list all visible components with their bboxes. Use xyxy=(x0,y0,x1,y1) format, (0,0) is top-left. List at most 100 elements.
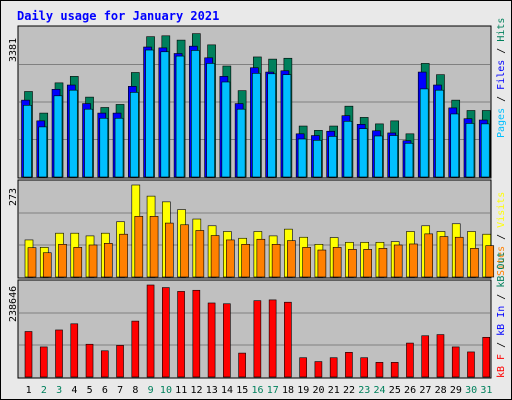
bar-kbf-day-18 xyxy=(284,301,292,378)
chart-title: Daily usage for January 2021 xyxy=(17,9,219,23)
bar-sites-day-24 xyxy=(378,248,388,278)
bar-kbf-day-4 xyxy=(70,323,79,378)
bar-sites-day-27 xyxy=(424,233,434,278)
bar-sites-day-8 xyxy=(134,216,144,278)
x-tick-label-day-19: 19 xyxy=(297,385,309,396)
x-tick-label-day-18: 18 xyxy=(282,385,294,396)
bar-sites-day-20 xyxy=(317,249,327,278)
bar-pages-day-7 xyxy=(114,117,124,178)
x-tick-label-day-30: 30 xyxy=(465,385,477,396)
bar-pages-day-10 xyxy=(160,51,170,178)
bar-kbf-day-10 xyxy=(162,287,170,378)
bar-kbf-day-1 xyxy=(24,331,33,378)
x-tick-label-day-8: 8 xyxy=(132,385,138,396)
x-tick-label-day-13: 13 xyxy=(206,385,218,396)
x-tick-label-day-15: 15 xyxy=(236,385,248,396)
bar-sites-day-28 xyxy=(439,236,449,278)
x-tick-label-day-11: 11 xyxy=(175,385,187,396)
x-tick-label-day-28: 28 xyxy=(435,385,447,396)
bar-kbf-day-24 xyxy=(375,362,384,378)
bar-pages-day-4 xyxy=(68,89,78,178)
bar-kbf-day-31 xyxy=(482,336,491,378)
bar-pages-day-31 xyxy=(480,123,490,178)
bar-sites-day-29 xyxy=(454,236,464,278)
bar-sites-day-7 xyxy=(119,233,128,278)
bar-kbf-day-25 xyxy=(390,362,399,378)
bar-sites-day-13 xyxy=(210,235,220,278)
bar-kbf-day-8 xyxy=(131,320,140,378)
ymax-label-hits: 3381 xyxy=(8,38,19,62)
legend-pages: Pages xyxy=(496,108,507,138)
bar-sites-day-17 xyxy=(271,244,281,278)
bar-kbf-day-27 xyxy=(421,335,430,378)
bar-kbf-day-14 xyxy=(223,303,231,378)
bar-pages-day-14 xyxy=(221,81,231,178)
ymax-label-kbytes: 238646 xyxy=(8,286,19,322)
x-tick-label-day-2: 2 xyxy=(41,385,47,396)
x-tick-label-day-7: 7 xyxy=(117,385,123,396)
bar-kbf-day-28 xyxy=(436,334,445,378)
x-axis-day-labels: 1 2 3 4 5 6 7 8 9 10 11 12 13 14 15 16 17 18 19 20 21 22 23 24 2… xyxy=(26,385,493,396)
bar-kbf-day-3 xyxy=(55,329,63,378)
x-tick-label-day-22: 22 xyxy=(343,385,355,396)
x-tick-label-day-14: 14 xyxy=(221,385,233,396)
bar-kbf-day-7 xyxy=(116,345,124,378)
bar-kbf-day-30 xyxy=(467,351,475,378)
bar-pages-day-18 xyxy=(282,74,292,178)
bar-kbf-day-19 xyxy=(299,357,307,378)
legend-hits-files-pages: Pages / Files / Hits xyxy=(496,18,507,138)
x-tick-label-day-27: 27 xyxy=(419,385,431,396)
bar-sites-day-12 xyxy=(195,230,205,278)
bar-kbf-day-13 xyxy=(207,302,216,378)
x-tick-label-day-5: 5 xyxy=(87,385,93,396)
bar-marks xyxy=(19,33,495,378)
bar-pages-day-28 xyxy=(435,89,444,178)
bar-pages-day-17 xyxy=(267,73,276,178)
bar-pages-day-29 xyxy=(450,113,460,178)
bar-sites-day-23 xyxy=(363,249,372,278)
bar-sites-day-30 xyxy=(470,248,479,278)
legend-kb-f: kB F xyxy=(496,354,507,378)
bar-pages-day-1 xyxy=(23,105,32,178)
bar-pages-day-16 xyxy=(252,73,261,178)
legend-sep-2: / xyxy=(496,42,507,60)
bar-pages-day-26 xyxy=(404,143,414,178)
x-tick-label-day-9: 9 xyxy=(148,385,154,396)
bar-sites-day-22 xyxy=(348,249,357,278)
bar-pages-day-8 xyxy=(130,92,139,178)
bar-kbf-day-22 xyxy=(345,352,353,378)
x-tick-label-day-6: 6 xyxy=(102,385,108,396)
x-tick-label-day-29: 29 xyxy=(450,385,462,396)
legend-sites: Sites xyxy=(496,246,507,276)
bar-pages-day-24 xyxy=(374,135,383,178)
bar-kbf-day-26 xyxy=(406,342,414,378)
x-tick-label-day-24: 24 xyxy=(374,385,386,396)
bar-pages-day-23 xyxy=(358,128,368,178)
bar-pages-day-13 xyxy=(206,63,215,178)
bar-kbf-day-23 xyxy=(360,357,368,378)
bar-kbf-day-6 xyxy=(100,350,109,378)
bar-kbf-day-20 xyxy=(314,361,323,378)
bar-pages-day-11 xyxy=(175,55,185,178)
bar-sites-day-16 xyxy=(256,238,266,278)
x-tick-label-day-12: 12 xyxy=(190,385,202,396)
bar-sites-day-2 xyxy=(42,252,52,278)
bar-sites-day-9 xyxy=(149,216,159,278)
bar-kbf-day-5 xyxy=(85,343,94,378)
x-tick-label-day-17: 17 xyxy=(267,385,279,396)
x-tick-label-day-26: 26 xyxy=(404,385,416,396)
legend-kb-out: kB Out xyxy=(496,252,507,288)
bar-sites-day-1 xyxy=(27,247,37,278)
bar-pages-day-2 xyxy=(38,126,48,178)
bar-pages-day-22 xyxy=(343,120,353,178)
x-tick-label-day-23: 23 xyxy=(358,385,370,396)
bar-kbf-day-17 xyxy=(268,299,277,378)
bar-sites-day-4 xyxy=(73,247,83,278)
legend-files: Files xyxy=(496,60,507,90)
x-tick-label-day-21: 21 xyxy=(328,385,340,396)
legend-kb-in: kB In xyxy=(496,306,507,336)
bar-kbf-day-11 xyxy=(177,291,185,378)
bar-kbf-day-29 xyxy=(451,346,460,378)
bar-pages-day-25 xyxy=(389,135,398,178)
